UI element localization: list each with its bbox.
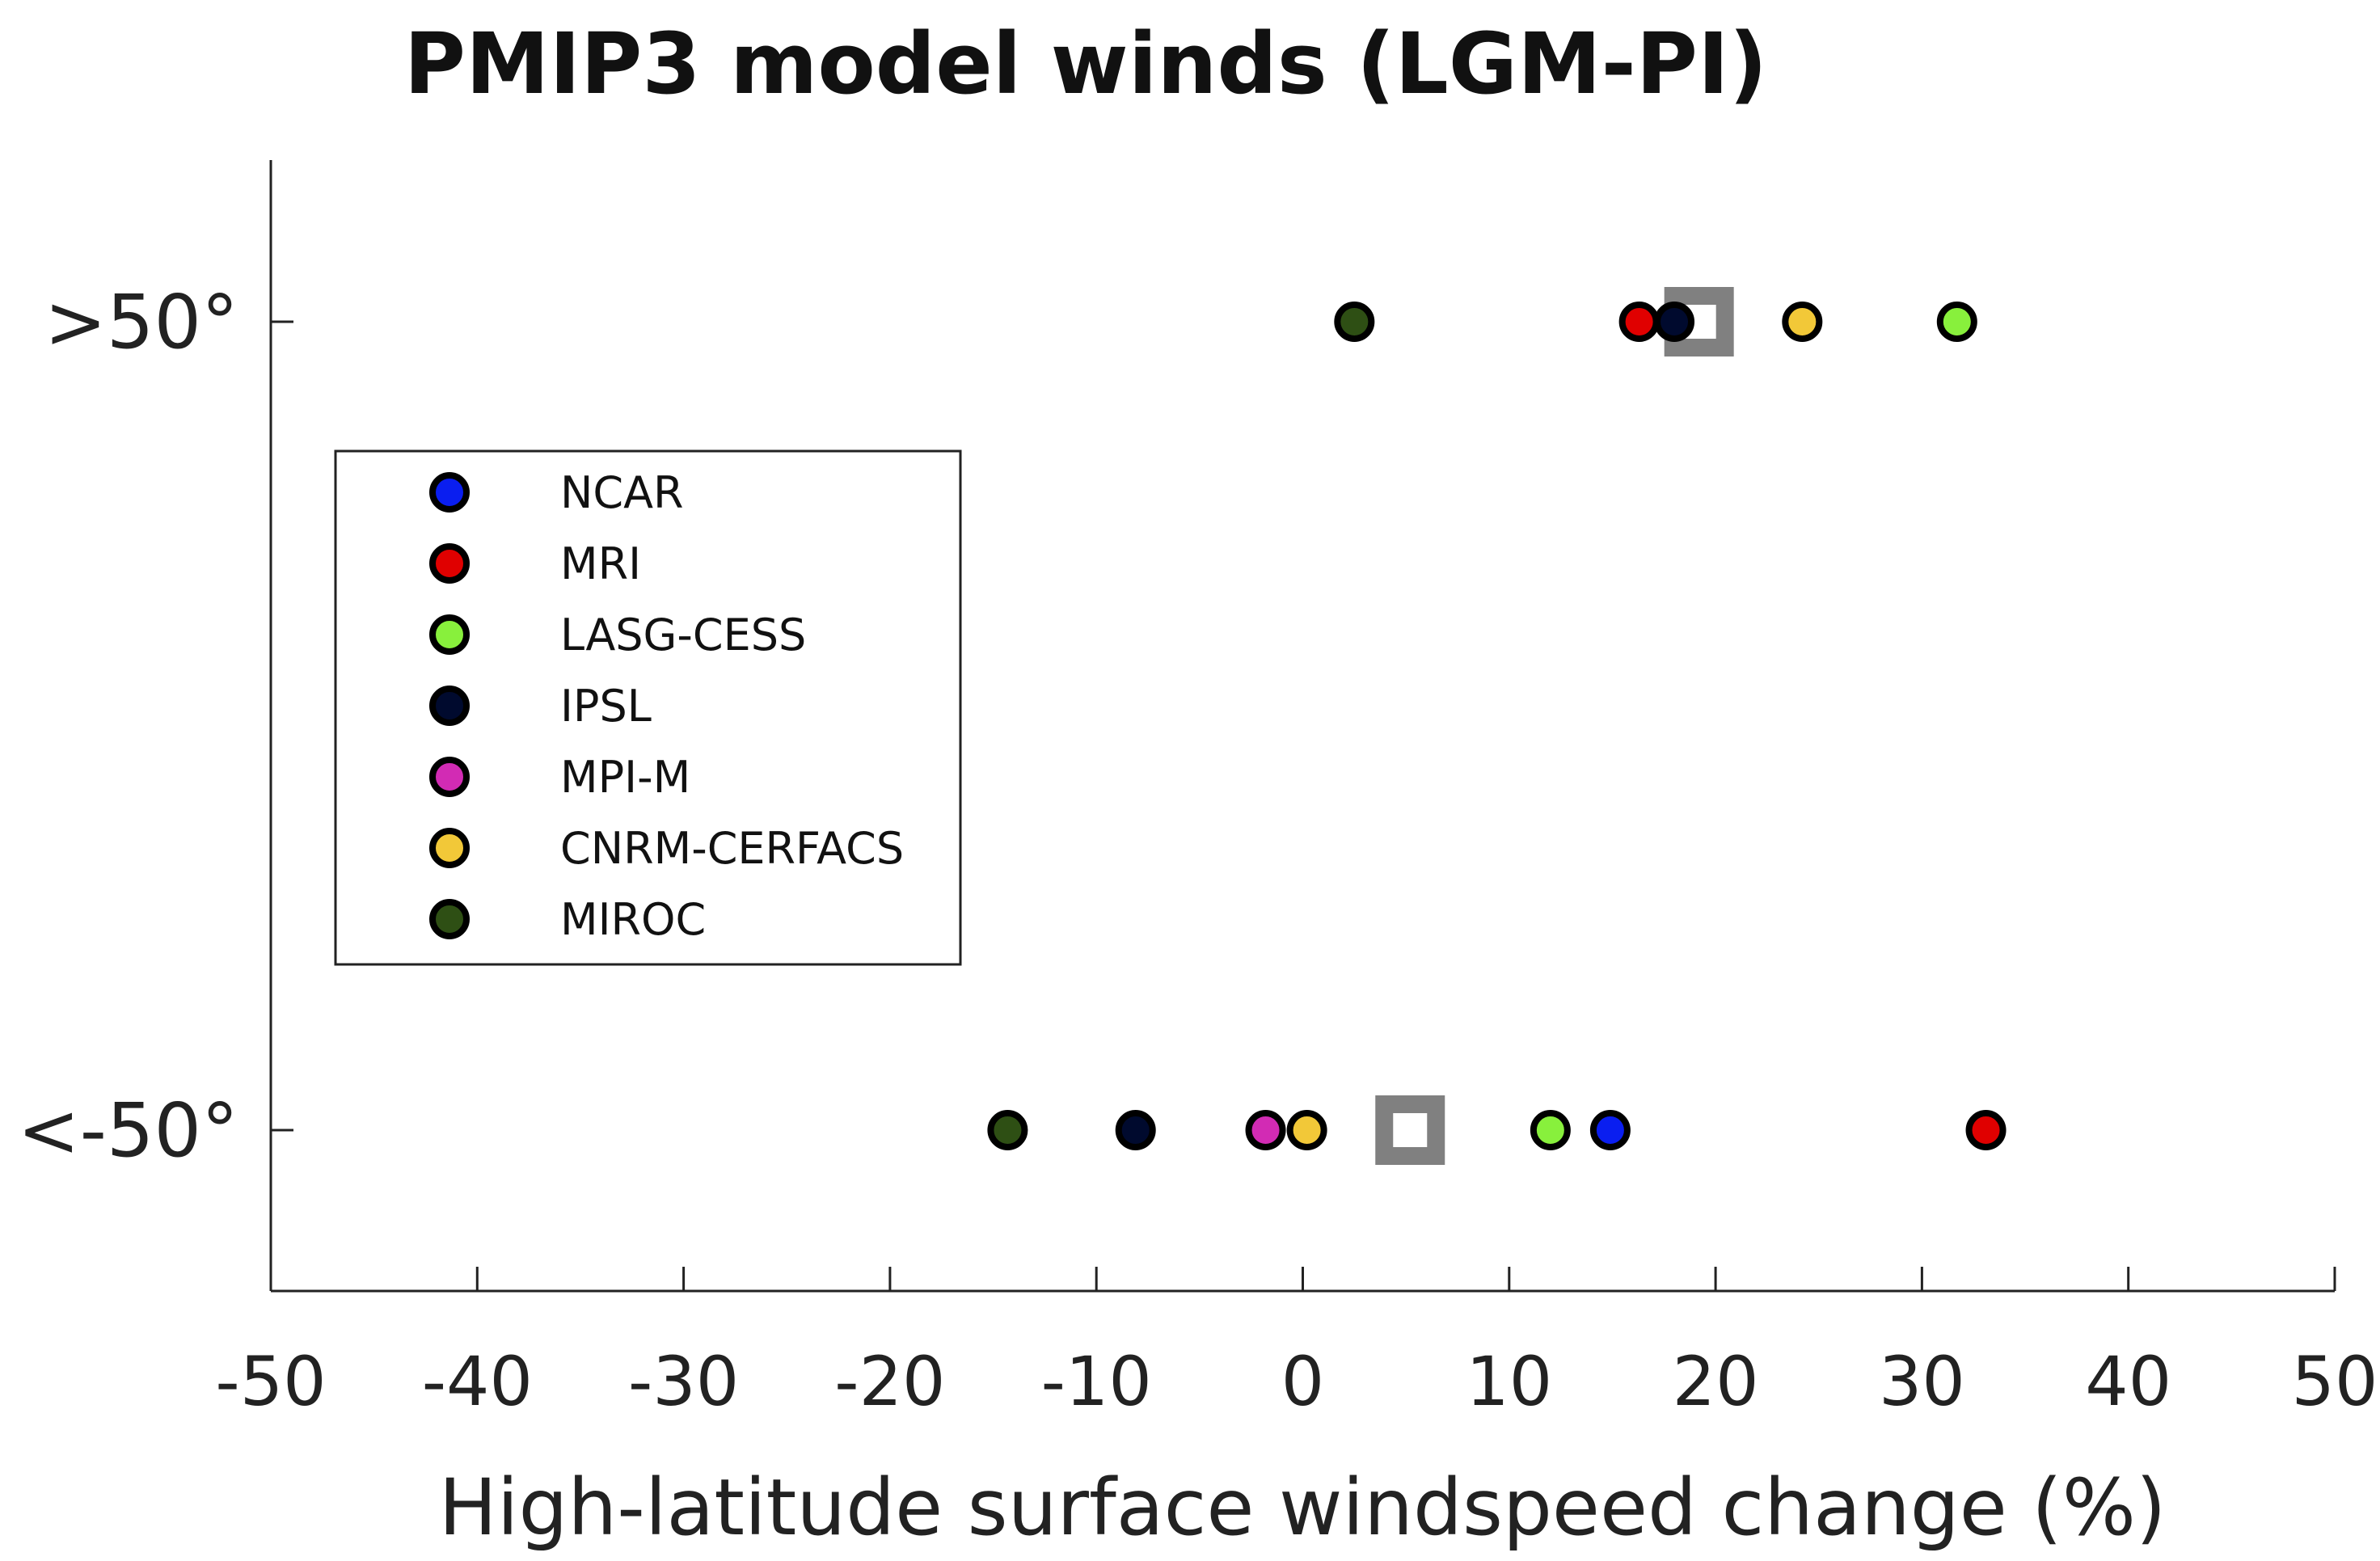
data-point [1618, 302, 1660, 342]
legend-marker [429, 899, 470, 939]
x-axis-ticks: -50 -40 -30 -20 -10 0 10 20 30 40 50 [215, 1267, 2378, 1421]
x-tick-label: 30 [1879, 1342, 1965, 1421]
data-point [1115, 1110, 1156, 1150]
x-tick-label: -10 [1041, 1342, 1152, 1421]
legend-marker [429, 828, 470, 868]
legend-marker [429, 472, 470, 513]
legend: NCAR MRI LASG-CESS IPSL MPI-M CNRM-CERFACS MIR… [334, 449, 962, 966]
x-tick-label: 10 [1466, 1342, 1552, 1421]
x-tick-label: 20 [1673, 1342, 1759, 1421]
x-tick-label: 0 [1281, 1342, 1324, 1421]
legend-entry-label: LASG-CESS [560, 610, 806, 660]
legend-items: NCAR MRI LASG-CESS IPSL MPI-M CNRM-CERFACS MIR… [429, 467, 904, 945]
y-category-label: <-50° [18, 1087, 238, 1174]
legend-marker [429, 757, 470, 797]
data-point [1530, 1110, 1571, 1150]
data-point [1936, 302, 1977, 342]
data-point [1589, 1110, 1631, 1150]
y-category-label: >50° [44, 279, 238, 365]
legend-marker [429, 543, 470, 584]
x-tick-label: 50 [2292, 1342, 2378, 1421]
legend-entry-label: CNRM-CERFACS [560, 823, 904, 874]
legend-marker [429, 614, 470, 655]
chart-title: PMIP3 model winds (LGM-PI) [404, 15, 1767, 113]
legend-entry-label: MRI [560, 538, 641, 589]
legend-entry-label: NCAR [560, 467, 684, 518]
data-point [1286, 1110, 1327, 1150]
legend-entry-label: MPI-M [560, 752, 690, 803]
x-tick-label: -50 [215, 1342, 326, 1421]
legend-entry-label: IPSL [560, 681, 652, 732]
x-tick-label: 40 [2085, 1342, 2171, 1421]
x-tick-label: -40 [422, 1342, 533, 1421]
data-point [987, 1110, 1028, 1150]
data-point [1334, 302, 1375, 342]
x-tick-label: -30 [628, 1342, 739, 1421]
mean-marker [1375, 1095, 1445, 1165]
legend-marker [429, 686, 470, 726]
data-points [987, 302, 2007, 1150]
data-point [1654, 302, 1695, 342]
data-point [1782, 302, 1823, 342]
mean-markers [1375, 287, 1734, 1165]
data-point [1245, 1110, 1286, 1150]
x-tick-label: -20 [834, 1342, 945, 1421]
legend-entry-label: MIROC [560, 894, 706, 945]
y-axis-ticks: >50° <-50° [18, 279, 293, 1174]
data-point [1965, 1110, 2007, 1150]
x-axis-label: High-latitude surface windspeed change (… [439, 1462, 2167, 1553]
